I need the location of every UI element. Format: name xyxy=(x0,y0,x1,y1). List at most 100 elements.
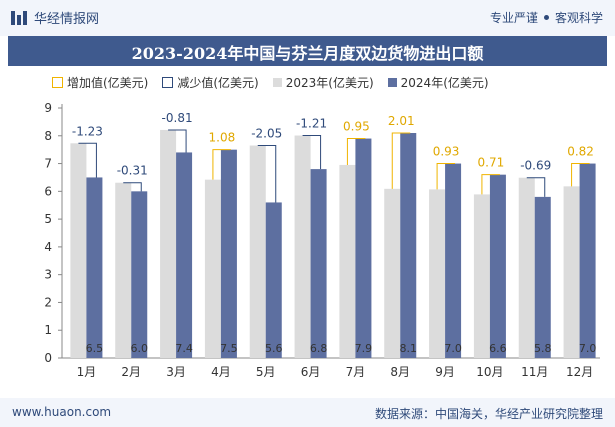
value-label-2024: 6.6 xyxy=(489,342,507,355)
legend-increase-swatch xyxy=(52,77,63,88)
change-label: -1.23 xyxy=(72,124,103,138)
footer-source: 数据来源：中国海关，华经产业研究院整理 xyxy=(374,407,603,421)
change-label: 0.93 xyxy=(433,145,460,159)
value-label-2024: 8.1 xyxy=(400,342,418,355)
bar-2023 xyxy=(249,145,266,358)
footer-site-link[interactable]: www.huaon.com xyxy=(12,405,112,419)
y-tick-label: 6 xyxy=(44,184,52,198)
increase-bracket xyxy=(212,149,231,180)
value-label-2024: 6.0 xyxy=(131,342,149,355)
bar-2024 xyxy=(86,177,103,358)
bar-2024 xyxy=(400,133,417,358)
chart-legend: 增加值(亿美元) 减少值(亿美元) 2023年(亿美元) 2024年(亿美元) xyxy=(52,74,489,91)
header-links: 专业严谨 客观科学 xyxy=(490,9,603,26)
brand[interactable]: 华经情报网 xyxy=(10,8,99,27)
bar-2023 xyxy=(473,194,490,358)
bar-2024 xyxy=(310,169,327,358)
decrease-bracket xyxy=(123,182,142,192)
x-tick-label: 8月 xyxy=(390,365,410,379)
change-label: -0.81 xyxy=(162,111,193,125)
bar-2023 xyxy=(384,188,401,358)
y-tick-label: 5 xyxy=(44,212,52,226)
value-label-2024: 6.5 xyxy=(86,342,104,355)
increase-bracket xyxy=(391,132,411,189)
value-label-2024: 7.0 xyxy=(579,342,597,355)
legend-2023: 2023年(亿美元) xyxy=(272,74,374,91)
footer: www.huaon.com 数据来源：中国海关，华经产业研究院整理 xyxy=(0,398,615,427)
decrease-bracket xyxy=(526,177,546,197)
value-label-2024: 5.6 xyxy=(265,342,283,355)
x-tick-label: 3月 xyxy=(166,365,186,379)
change-label: -0.31 xyxy=(117,164,148,178)
increase-bracket xyxy=(481,174,500,195)
change-label: -2.05 xyxy=(251,127,282,141)
decrease-bracket xyxy=(78,142,97,178)
value-label-2024: 7.4 xyxy=(175,342,193,355)
bar-2023 xyxy=(115,182,132,358)
x-tick-label: 2月 xyxy=(121,365,141,379)
decrease-bracket xyxy=(168,129,187,153)
value-label-2024: 7.0 xyxy=(444,342,462,355)
legend-increase: 增加值(亿美元) xyxy=(52,74,148,91)
separator-dot-icon xyxy=(543,15,549,20)
bar-2024 xyxy=(489,174,506,358)
change-label: 2.01 xyxy=(388,114,415,128)
increase-bracket xyxy=(346,138,366,165)
x-tick-label: 6月 xyxy=(301,365,321,379)
brand-logo-icon xyxy=(11,10,27,25)
bar-2024 xyxy=(355,138,372,358)
value-label-2024: 7.5 xyxy=(220,342,238,355)
x-tick-label: 1月 xyxy=(77,365,97,379)
x-tick-label: 10月 xyxy=(476,365,503,379)
y-tick-label: 4 xyxy=(44,240,52,254)
change-label: -1.21 xyxy=(296,117,327,131)
y-tick-label: 0 xyxy=(44,351,52,365)
bar-2024 xyxy=(534,196,551,358)
x-tick-label: 9月 xyxy=(435,365,455,379)
legend-decrease-label: 减少值(亿美元) xyxy=(177,76,259,90)
y-tick-label: 3 xyxy=(44,268,52,282)
legend-2024: 2024年(亿美元) xyxy=(387,74,489,91)
legend-decrease-swatch xyxy=(162,77,174,88)
increase-bracket xyxy=(436,163,456,190)
bar-2023 xyxy=(294,135,311,358)
bar-2023 xyxy=(563,186,580,358)
change-label: 0.71 xyxy=(478,156,505,170)
y-tick-label: 8 xyxy=(44,129,52,143)
x-tick-label: 4月 xyxy=(211,365,231,379)
header-link-professional: 专业严谨 xyxy=(489,11,538,25)
legend-2024-label: 2024年(亿美元) xyxy=(400,76,489,90)
bar-chart: 0 1 2 3 4 5 6 7 8 9 -1.23 6.5 1月 -0.31 6.0 2月 -0.81 7.4 3月… xyxy=(44,101,600,379)
y-tick-label: 2 xyxy=(44,295,52,309)
legend-decrease: 减少值(亿美元) xyxy=(162,74,259,91)
change-label: -0.69 xyxy=(520,159,551,173)
bar-2023 xyxy=(339,164,356,358)
bar-2023 xyxy=(70,143,87,358)
bar-2023 xyxy=(429,189,446,358)
change-label: 0.95 xyxy=(343,120,370,134)
bar-2023 xyxy=(204,179,221,358)
value-label-2024: 5.8 xyxy=(534,342,552,355)
y-tick-label: 9 xyxy=(44,101,52,115)
x-tick-label: 5月 xyxy=(256,365,276,379)
brand-name: 华经情报网 xyxy=(34,12,100,27)
x-tick-label: 7月 xyxy=(346,365,366,379)
bar-2024 xyxy=(445,163,462,358)
legend-2024-swatch xyxy=(387,78,397,87)
header-link-objective: 客观科学 xyxy=(554,11,603,25)
bar-2023 xyxy=(518,177,535,358)
bar-2024 xyxy=(131,191,148,358)
legend-2023-swatch xyxy=(272,78,282,87)
x-tick-label: 12月 xyxy=(566,365,593,379)
title-bar: 2023-2024年中国与芬兰月度双边货物进出口额 xyxy=(8,36,607,66)
bar-2024 xyxy=(176,152,193,358)
legend-increase-label: 增加值(亿美元) xyxy=(67,76,149,90)
change-label: 1.08 xyxy=(209,131,236,145)
increase-bracket xyxy=(571,163,590,187)
y-tick-label: 1 xyxy=(44,323,52,337)
value-label-2024: 7.9 xyxy=(355,342,373,355)
x-tick-label: 11月 xyxy=(521,365,548,379)
decrease-bracket xyxy=(302,135,322,170)
bar-2023 xyxy=(160,129,177,358)
legend-2023-label: 2023年(亿美元) xyxy=(285,76,374,90)
